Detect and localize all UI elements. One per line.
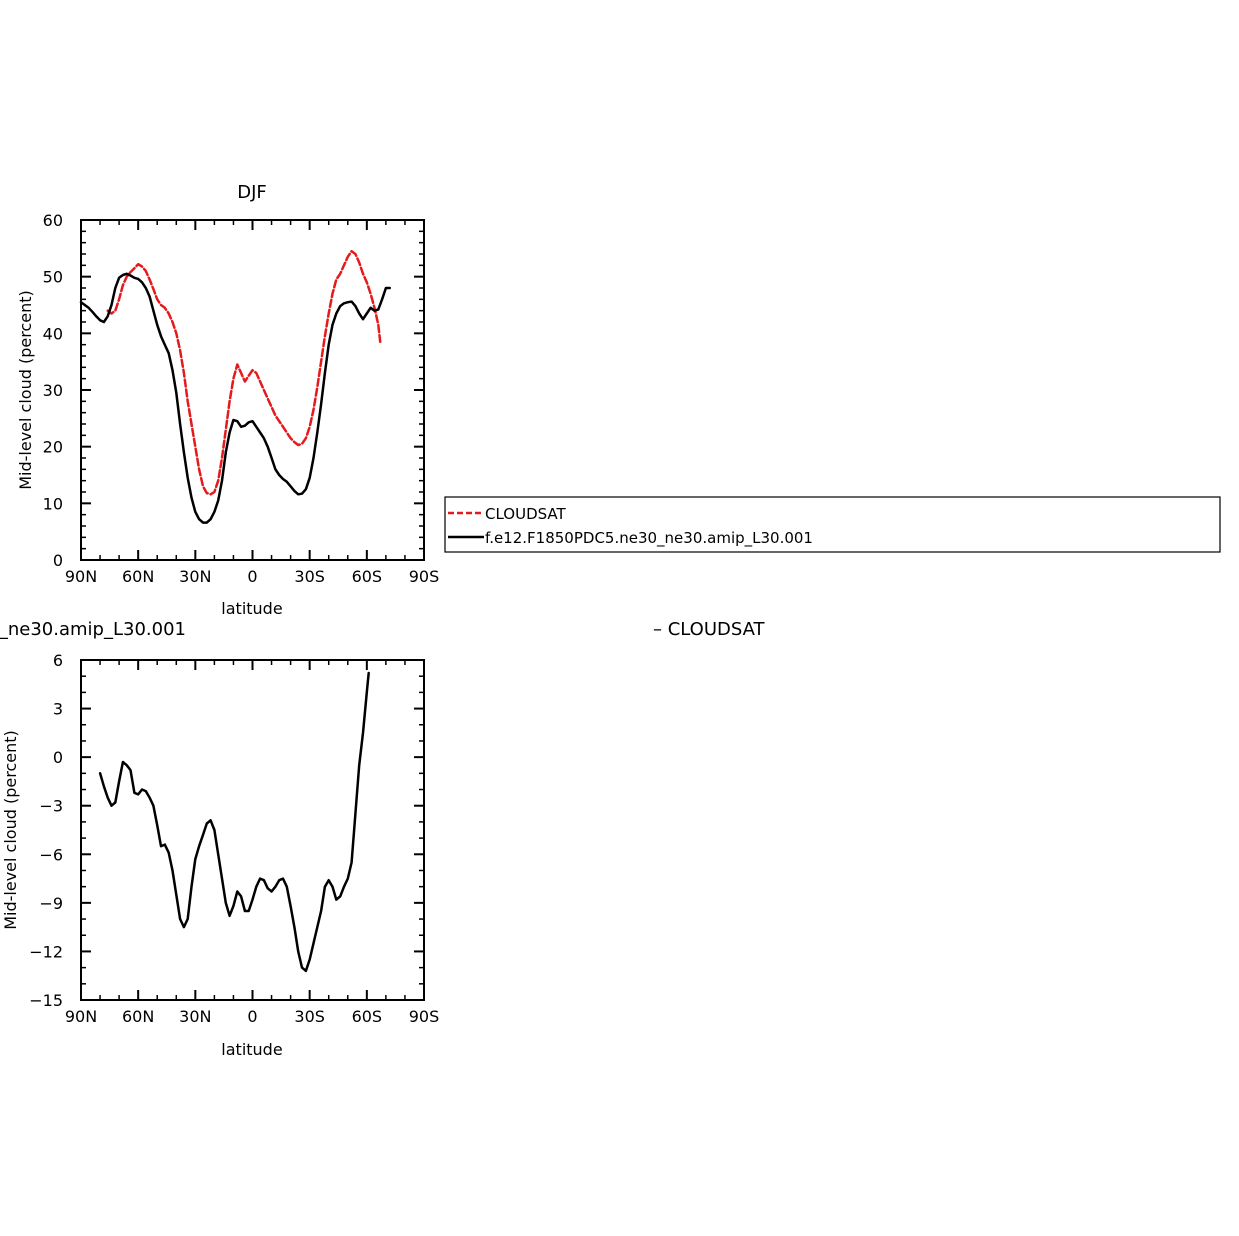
x-tick-label: 90S — [409, 1007, 440, 1026]
x-tick-label: 90N — [65, 1007, 97, 1026]
y-tick-label: 60 — [43, 211, 63, 230]
y-tick-label: 30 — [43, 381, 63, 400]
y-tick-label: 10 — [43, 494, 63, 513]
x-axis-label: latitude — [221, 599, 282, 618]
y-tick-label: −6 — [39, 845, 63, 864]
y-tick-label: −3 — [39, 797, 63, 816]
x-axis-label: latitude — [221, 1040, 282, 1059]
x-tick-label: 0 — [247, 1007, 257, 1026]
x-tick-label: 30S — [294, 567, 325, 586]
series-line-f-e12-f1850pdc5-ne30-ne30-amip-l30-001 — [79, 272, 391, 524]
legend: CLOUDSAT f.e12.F1850PDC5.ne30_ne30.amip_… — [444, 496, 1221, 553]
axis-ticks: 90N 60N 30N 0 30S 60S 90S 0 10 20 30 40 50 60 — [43, 211, 440, 586]
y-tick-label: 3 — [53, 700, 63, 719]
y-tick-label: −15 — [29, 991, 63, 1010]
x-tick-label: 90S — [409, 567, 440, 586]
y-axis-label: Mid-level cloud (percent) — [16, 290, 35, 490]
legend-label-model: f.e12.F1850PDC5.ne30_ne30.amip_L30.001 — [485, 529, 813, 548]
x-tick-label: 60N — [122, 567, 154, 586]
x-tick-label: 0 — [247, 567, 257, 586]
x-tick-label: 30S — [294, 1007, 325, 1026]
x-tick-label: 60S — [352, 1007, 383, 1026]
x-tick-label: 90N — [65, 567, 97, 586]
djf-panel: DJF latitude Mid-level cloud (percent) 9… — [16, 182, 439, 618]
y-tick-label: 50 — [43, 268, 63, 287]
y-tick-label: 0 — [53, 748, 63, 767]
x-tick-label: 30N — [179, 1007, 211, 1026]
panel-title-right: – CLOUDSAT — [653, 619, 766, 640]
y-tick-label: 0 — [53, 551, 63, 570]
x-tick-label: 30N — [179, 567, 211, 586]
series-lines — [98, 671, 370, 973]
y-tick-label: 6 — [53, 651, 63, 670]
plot-frame — [80, 219, 425, 561]
panel-title: DJF — [237, 182, 267, 203]
series-line-cloudsat — [106, 249, 382, 496]
y-tick-label: 20 — [43, 438, 63, 457]
panel-title: f.e12.F1850PDC5.ne30_ne30.amip_L30.001 — [0, 619, 186, 640]
y-tick-label: −9 — [39, 894, 63, 913]
series-line-difference — [98, 671, 370, 973]
legend-box — [444, 496, 1221, 553]
y-tick-label: −12 — [29, 942, 63, 961]
y-axis-label: Mid-level cloud (percent) — [1, 730, 20, 930]
series-lines — [79, 249, 391, 524]
axis-ticks: 90N 60N 30N 0 30S 60S 90S −15 −12 −9 −6 −3 0 3 6 — [29, 651, 439, 1026]
y-tick-label: 40 — [43, 324, 63, 343]
x-tick-label: 60N — [122, 1007, 154, 1026]
plot-frame — [80, 659, 425, 1001]
legend-label-cloudsat: CLOUDSAT — [485, 505, 567, 523]
difference-panel: f.e12.F1850PDC5.ne30_ne30.amip_L30.001 –… — [0, 619, 766, 1059]
x-tick-label: 60S — [352, 567, 383, 586]
